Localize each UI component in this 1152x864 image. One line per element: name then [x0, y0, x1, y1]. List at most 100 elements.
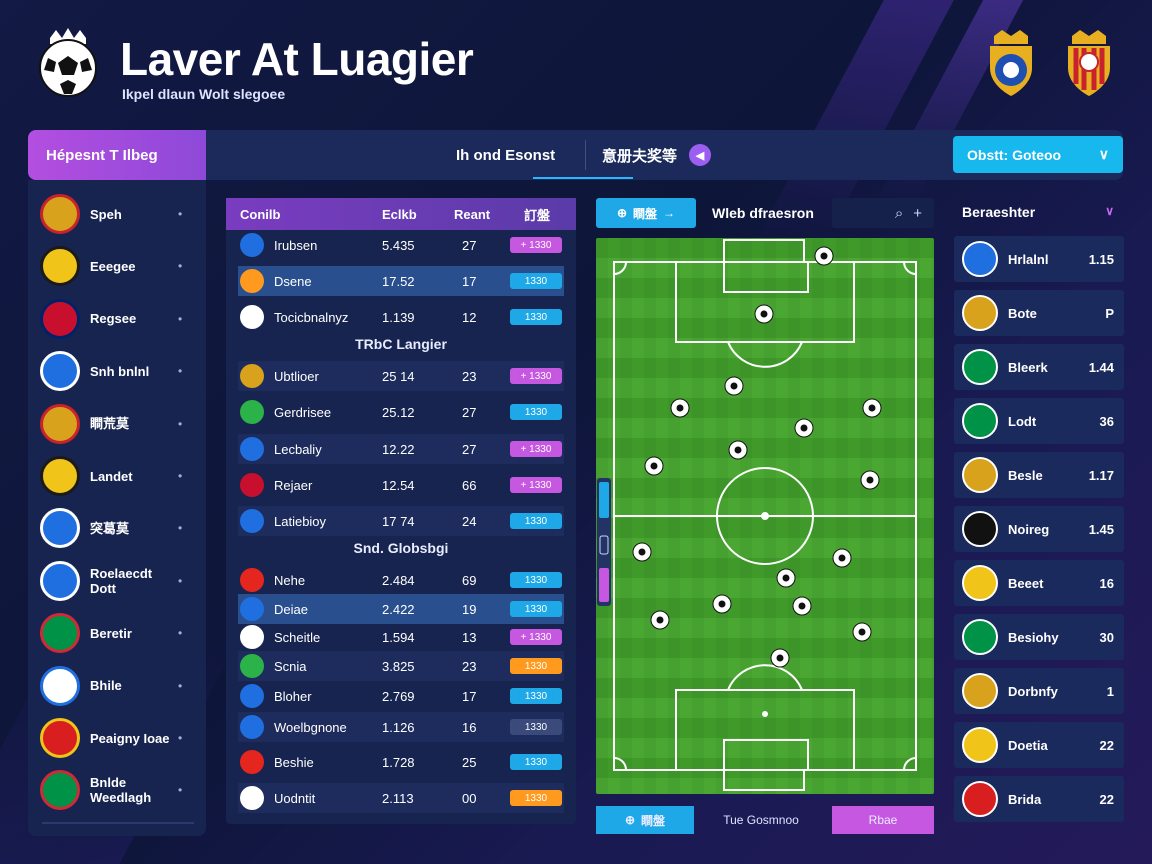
team-list-header[interactable]: Beraeshter ∨ — [962, 204, 1114, 220]
odds-badge[interactable]: + 1330 — [510, 237, 562, 253]
filter-dropdown[interactable]: Obstt: Goteoo ∨ — [953, 136, 1123, 173]
header-col-two[interactable]: Eclkb — [382, 206, 417, 222]
more-icon[interactable]: • — [178, 259, 183, 274]
player-marker[interactable] — [862, 398, 882, 418]
sidebar-item[interactable]: 突葛莫 • — [40, 504, 196, 552]
table-row[interactable]: Nehe 2.484 69 1330 — [238, 565, 564, 595]
more-icon[interactable]: • — [178, 783, 183, 798]
sidebar-item[interactable]: Regsee • — [40, 295, 196, 343]
team-list-item[interactable]: Doetia 22 — [954, 722, 1124, 768]
tab-three[interactable]: 意册夫奖等 ◀ — [602, 130, 712, 180]
table-row[interactable]: Irubsen 5.435 27 + 1330 — [238, 230, 564, 260]
tab-two[interactable]: Ih ond Esonst — [456, 146, 556, 164]
team-list-item[interactable]: Besle 1.17 — [954, 452, 1124, 498]
add-icon[interactable]: + — [913, 204, 922, 222]
footer-action-button[interactable]: Rbae — [832, 806, 934, 834]
odds-badge[interactable]: + 1330 — [510, 629, 562, 645]
table-row[interactable]: Uodntit 2.113 00 1330 — [238, 783, 564, 813]
player-marker[interactable] — [832, 548, 852, 568]
more-icon[interactable]: • — [178, 731, 183, 745]
search-icon[interactable]: ⌕ — [894, 204, 904, 222]
odds-badge[interactable]: 1330 — [510, 790, 562, 806]
header-team[interactable]: Conilb — [240, 206, 281, 222]
more-icon[interactable]: • — [178, 626, 183, 641]
player-marker[interactable] — [814, 246, 834, 266]
sidebar-item[interactable]: Landet • — [40, 452, 196, 500]
table-row[interactable]: Lecbaliy 12.22 27 + 1330 — [238, 434, 564, 464]
player-marker[interactable] — [712, 594, 732, 614]
odds-badge[interactable]: + 1330 — [510, 441, 562, 457]
table-row[interactable]: Latiebioy 17 74 24 1330 — [238, 506, 564, 536]
sidebar-item[interactable]: 瞷荒莫 • — [40, 400, 196, 448]
sidebar-item[interactable]: Peaigny Ioae • — [40, 714, 196, 762]
player-marker[interactable] — [728, 440, 748, 460]
table-row[interactable]: Tocicbnalnyz 1.139 12 1330 — [238, 302, 564, 332]
more-icon[interactable]: • — [178, 416, 183, 431]
player-marker[interactable] — [860, 470, 880, 490]
pitch-search-bar[interactable]: ⌕ + — [832, 198, 934, 228]
player-marker[interactable] — [632, 542, 652, 562]
table-row[interactable]: Deiae 2.422 19 1330 — [238, 594, 564, 624]
sidebar-item[interactable]: Speh • — [40, 190, 196, 238]
lineup-button[interactable]: ⊕ 瞷盤 — [596, 806, 694, 834]
odds-badge[interactable]: 1330 — [510, 572, 562, 588]
team-list-item[interactable]: Beeet 16 — [954, 560, 1124, 606]
player-marker[interactable] — [776, 568, 796, 588]
player-marker[interactable] — [770, 648, 790, 668]
table-row[interactable]: Beshie 1.728 25 1330 — [238, 747, 564, 777]
team-list-item[interactable]: Besiohy 30 — [954, 614, 1124, 660]
team-list-item[interactable]: Noireg 1.45 — [954, 506, 1124, 552]
sidebar-item[interactable]: Beretir • — [40, 609, 196, 657]
table-row[interactable]: Scheitle 1.594 13 + 1330 — [238, 622, 564, 652]
odds-badge[interactable]: 1330 — [510, 754, 562, 770]
table-row[interactable]: Rejaer 12.54 66 + 1330 — [238, 470, 564, 500]
header-col-four[interactable]: 訂盤 — [524, 207, 551, 223]
header-col-three[interactable]: Reant — [454, 206, 491, 222]
odds-badge[interactable]: 1330 — [510, 719, 562, 735]
more-icon[interactable]: • — [178, 469, 183, 483]
team-list-item[interactable]: Hrlalnl 1.15 — [954, 236, 1124, 282]
odds-badge[interactable]: 1330 — [510, 658, 562, 674]
odds-badge[interactable]: 1330 — [510, 688, 562, 704]
sidebar-item[interactable]: Snh bnlnl • — [40, 347, 196, 395]
club-crest-icon[interactable] — [1062, 28, 1116, 98]
sidebar-item[interactable]: Bhile • — [40, 662, 196, 710]
odds-badge[interactable]: + 1330 — [510, 368, 562, 384]
player-marker[interactable] — [650, 610, 670, 630]
club-crest-icon[interactable] — [984, 28, 1038, 98]
odds-badge[interactable]: 1330 — [510, 513, 562, 529]
player-marker[interactable] — [670, 398, 690, 418]
player-marker[interactable] — [794, 418, 814, 438]
odds-badge[interactable]: + 1330 — [510, 477, 562, 493]
sidebar-item[interactable]: Eeegee • — [40, 242, 196, 290]
table-row[interactable]: Dsene 17.52 17 1330 — [238, 266, 564, 296]
sidebar-item[interactable]: Roelaecdt Dott • — [40, 557, 196, 605]
odds-badge[interactable]: 1330 — [510, 273, 562, 289]
sidebar-item[interactable]: Bnlde Weedlagh • — [40, 766, 196, 814]
table-row[interactable]: Gerdrisee 25.12 27 1330 — [238, 397, 564, 427]
tab-active[interactable]: Hépesnt T Ilbeg — [28, 130, 206, 180]
table-row[interactable]: Scnia 3.825 23 1330 — [238, 651, 564, 681]
more-icon[interactable]: • — [178, 311, 183, 326]
team-list-item[interactable]: Brida 22 — [954, 776, 1124, 822]
more-icon[interactable]: • — [178, 678, 183, 693]
more-icon[interactable]: • — [178, 364, 183, 379]
more-icon[interactable]: • — [178, 573, 183, 588]
table-row[interactable]: Bloher 2.769 17 1330 — [238, 681, 564, 711]
odds-badge[interactable]: 1330 — [510, 309, 562, 325]
more-icon[interactable]: • — [178, 521, 183, 536]
table-row[interactable]: Ubtlioer 25 14 23 + 1330 — [238, 361, 564, 391]
odds-badge[interactable]: 1330 — [510, 601, 562, 617]
more-icon[interactable]: • — [178, 207, 183, 221]
team-list-item[interactable]: Bote P — [954, 290, 1124, 336]
team-list-item[interactable]: Dorbnfy 1 — [954, 668, 1124, 714]
player-marker[interactable] — [724, 376, 744, 396]
player-marker[interactable] — [644, 456, 664, 476]
player-marker[interactable] — [754, 304, 774, 324]
team-list-item[interactable]: Lodt 36 — [954, 398, 1124, 444]
odds-badge[interactable]: 1330 — [510, 404, 562, 420]
player-marker[interactable] — [792, 596, 812, 616]
player-marker[interactable] — [852, 622, 872, 642]
pitch-zoom-control[interactable] — [597, 478, 611, 606]
team-list-item[interactable]: Bleerk 1.44 — [954, 344, 1124, 390]
